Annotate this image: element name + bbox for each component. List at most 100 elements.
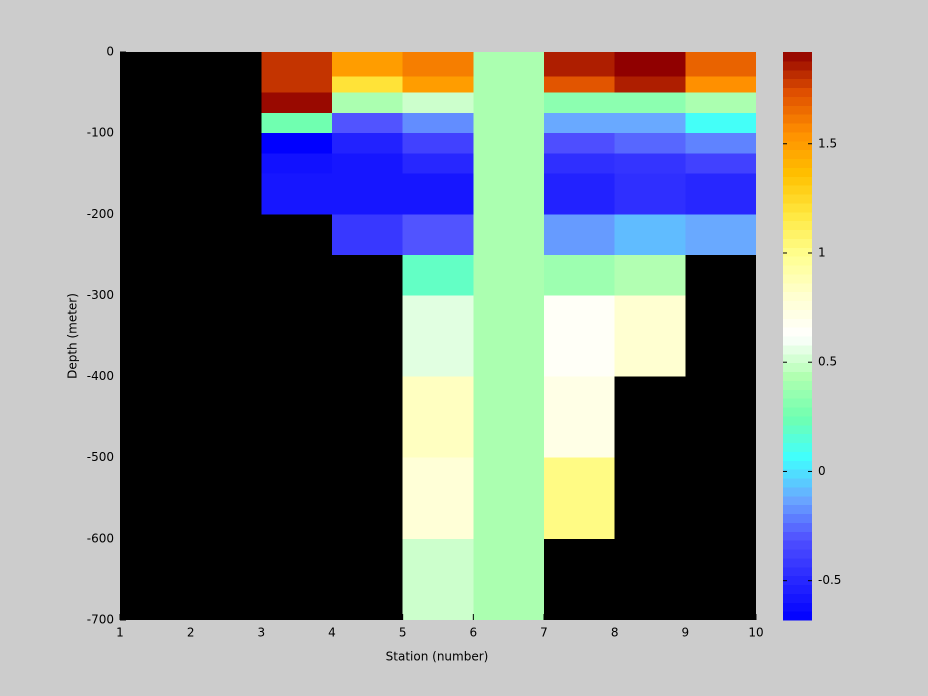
colorbar-band bbox=[783, 531, 812, 541]
colorbar-band bbox=[783, 318, 812, 328]
heatmap-cell bbox=[544, 376, 615, 458]
heatmap-cell bbox=[402, 92, 474, 113]
colorbar-band bbox=[783, 194, 812, 204]
colorbar-band bbox=[783, 69, 812, 80]
colorbar-band bbox=[783, 380, 812, 390]
colorbar-band bbox=[783, 486, 812, 497]
heatmap-cell bbox=[685, 214, 756, 255]
y-tick-label: -600 bbox=[87, 531, 114, 545]
colorbar-band bbox=[783, 424, 812, 435]
colorbar-band bbox=[783, 131, 812, 142]
colorbar-band bbox=[783, 460, 812, 470]
heatmap-cell bbox=[614, 173, 686, 215]
colorbar-band bbox=[783, 167, 812, 177]
heatmap-cell bbox=[261, 173, 332, 215]
heatmap-cell bbox=[332, 112, 403, 134]
heatmap-cell bbox=[544, 457, 615, 539]
heatmap-cell bbox=[685, 133, 756, 154]
y-tick-label: -400 bbox=[87, 369, 114, 383]
colorbar-band bbox=[783, 415, 812, 426]
colorbar-band bbox=[783, 557, 812, 568]
heatmap-cell bbox=[544, 295, 615, 377]
colorbar-band bbox=[783, 398, 812, 408]
heatmap-cell bbox=[685, 76, 756, 93]
colorbar-band bbox=[783, 442, 812, 452]
x-tick-label: 6 bbox=[470, 626, 478, 640]
colorbar-band bbox=[783, 176, 812, 186]
heatmap-cell bbox=[473, 254, 544, 296]
x-tick-label: 9 bbox=[682, 626, 690, 640]
heatmap-cell bbox=[402, 457, 474, 539]
heatmap-cell bbox=[544, 76, 615, 93]
y-tick-label: -700 bbox=[87, 613, 114, 627]
heatmap-cell bbox=[685, 173, 756, 215]
colorbar-band bbox=[783, 513, 812, 523]
colorbar-band bbox=[783, 344, 812, 355]
colorbar-band bbox=[783, 540, 812, 550]
colorbar-band bbox=[783, 602, 812, 612]
x-tick-label: 5 bbox=[399, 626, 407, 640]
heatmap-cell bbox=[544, 153, 615, 174]
colorbar-band bbox=[783, 469, 812, 479]
colorbar-band bbox=[783, 353, 812, 364]
colorbar-band bbox=[783, 389, 812, 399]
heatmap-cell bbox=[473, 153, 544, 174]
colorbar-band bbox=[783, 256, 812, 266]
colorbar-band bbox=[783, 371, 812, 381]
colorbar-band bbox=[783, 211, 812, 222]
colorbar-band bbox=[783, 265, 812, 275]
heatmap-cell bbox=[614, 133, 686, 154]
colorbar-band bbox=[783, 566, 812, 577]
heatmap-cell bbox=[544, 52, 615, 77]
colorbar-band bbox=[783, 593, 812, 603]
heatmap-cell bbox=[261, 76, 332, 93]
heatmap-cell bbox=[473, 133, 544, 154]
colorbar-band bbox=[783, 247, 812, 257]
heatmap-cell bbox=[332, 173, 403, 215]
heatmap-cell bbox=[402, 254, 474, 296]
heatmap-cell bbox=[473, 173, 544, 215]
colorbar-band bbox=[783, 123, 812, 133]
heatmap-cell bbox=[473, 52, 544, 77]
heatmap-cell bbox=[473, 214, 544, 255]
colorbar-band bbox=[783, 282, 812, 293]
heatmap-cell bbox=[402, 376, 474, 458]
heatmap-cell bbox=[261, 153, 332, 174]
colorbar-band bbox=[783, 291, 812, 301]
heatmap-cell bbox=[402, 76, 474, 93]
colorbar-band bbox=[783, 52, 812, 62]
colorbar-band bbox=[783, 362, 812, 372]
heatmap-cell bbox=[614, 112, 686, 134]
heatmap-cell bbox=[402, 295, 474, 377]
heatmap-cell bbox=[473, 112, 544, 134]
heatmap-cell bbox=[473, 538, 544, 620]
heatmap-cell bbox=[402, 538, 474, 620]
heatmap-cell bbox=[473, 457, 544, 539]
heatmap-cell bbox=[473, 76, 544, 93]
heatmap-cell bbox=[544, 173, 615, 215]
colorbar-tick-label: 0 bbox=[818, 464, 826, 478]
y-axis-label: Depth (meter) bbox=[66, 293, 80, 379]
colorbar-band bbox=[783, 584, 812, 594]
colorbar-band bbox=[783, 229, 812, 239]
heatmap-cell bbox=[261, 92, 332, 113]
colorbar-band bbox=[783, 433, 812, 443]
colorbar-band bbox=[783, 336, 812, 346]
heatmap-cell bbox=[544, 92, 615, 113]
colorbar-band bbox=[783, 611, 812, 621]
colorbar-band bbox=[783, 96, 812, 106]
colorbar-tick-label: 1 bbox=[818, 245, 826, 259]
colorbar-band bbox=[783, 522, 812, 532]
heatmap-cell bbox=[261, 52, 332, 77]
heatmap-cell bbox=[402, 153, 474, 174]
colorbar-band bbox=[783, 504, 812, 514]
heatmap-cell bbox=[332, 52, 403, 77]
y-tick-label: -200 bbox=[87, 207, 114, 221]
colorbar-band bbox=[783, 149, 812, 159]
y-tick-label: -500 bbox=[87, 450, 114, 464]
x-tick-label: 4 bbox=[328, 626, 336, 640]
heatmap-cell bbox=[261, 133, 332, 154]
colorbar-band bbox=[783, 478, 812, 488]
heatmap-cell bbox=[614, 92, 686, 113]
